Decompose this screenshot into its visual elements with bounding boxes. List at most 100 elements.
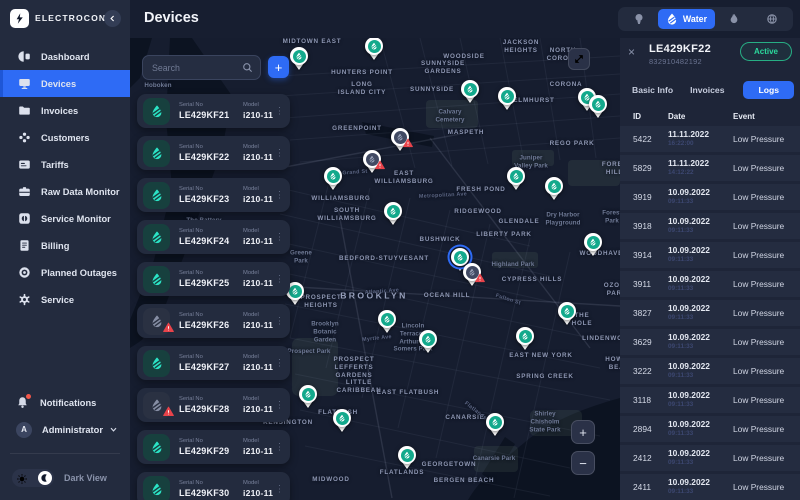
map-pin[interactable] (384, 202, 402, 227)
tab[interactable]: Basic Info (632, 85, 674, 95)
map-pin[interactable] (378, 310, 396, 335)
utility-option[interactable] (753, 9, 791, 29)
log-row[interactable]: 3222 10.09.2022 09:11:33 Low Pressure (620, 358, 800, 384)
sidebar: ELECTROCON Dashboard Devices Invoices (0, 0, 130, 500)
map-pin[interactable] (463, 263, 481, 288)
kebab-menu-icon[interactable]: ⋮ (275, 231, 284, 242)
log-row[interactable]: 3918 10.09.2022 09:11:33 Low Pressure (620, 213, 800, 239)
dark-view-toggle[interactable] (12, 469, 54, 487)
kebab-menu-icon[interactable]: ⋮ (275, 399, 284, 410)
kebab-menu-icon[interactable]: ⋮ (275, 147, 284, 158)
device-card[interactable]: Serial No LE429KF28 Model i210-11 ⋮ (137, 388, 290, 422)
sidebar-item-label: Invoices (41, 105, 79, 116)
device-card[interactable]: Serial No LE429KF24 Model i210-11 ⋮ (137, 220, 290, 254)
sidebar-item[interactable]: Billing (0, 232, 130, 259)
device-card[interactable]: Serial No LE429KF26 Model i210-11 ⋮ (137, 304, 290, 338)
utility-icon (633, 13, 645, 25)
kebab-menu-icon[interactable]: ⋮ (275, 483, 284, 494)
log-id: 3629 (633, 337, 652, 347)
map-pin[interactable] (290, 47, 308, 72)
map-pin[interactable] (507, 167, 525, 192)
device-card[interactable]: Serial No LE429KF29 Model i210-11 ⋮ (137, 430, 290, 464)
log-row[interactable]: 2411 10.09.2022 09:11:33 Low Pressure (620, 474, 800, 500)
sidebar-item[interactable]: Invoices (0, 97, 130, 124)
search-input[interactable] (143, 56, 260, 79)
kebab-menu-icon[interactable]: ⋮ (275, 189, 284, 200)
map-pin[interactable] (589, 95, 607, 120)
water-drop-icon (301, 387, 315, 401)
serial-label: Serial No (179, 186, 203, 192)
sidebar-item[interactable]: Planned Outages (0, 259, 130, 286)
utility-option[interactable] (620, 9, 658, 29)
device-card[interactable]: Serial No LE429KF22 Model i210-11 ⋮ (137, 136, 290, 170)
device-card[interactable]: Serial No LE429KF21 Model i210-11 ⋮ (137, 94, 290, 128)
map-zoom-out-button[interactable]: − (571, 451, 595, 475)
log-row[interactable]: 3919 10.09.2022 09:11:33 Low Pressure (620, 184, 800, 210)
log-time: 09:11:33 (668, 227, 694, 235)
device-card[interactable]: Serial No LE429KF27 Model i210-11 ⋮ (137, 346, 290, 380)
device-card[interactable]: Serial No LE429KF23 Model i210-11 ⋮ (137, 178, 290, 212)
log-row[interactable]: 3827 10.09.2022 09:11:33 Low Pressure (620, 300, 800, 326)
water-drop-icon (421, 332, 435, 346)
log-row[interactable]: 5422 11.11.2022 16:22:00 Low Pressure (620, 126, 800, 152)
log-row[interactable]: 3118 10.09.2022 09:11:33 Low Pressure (620, 387, 800, 413)
map-pin[interactable] (584, 233, 602, 258)
log-time: 09:11:33 (668, 198, 694, 206)
map-pin[interactable] (299, 385, 317, 410)
map-pin[interactable] (333, 409, 351, 434)
notifications-button[interactable]: Notifications (0, 389, 130, 416)
log-row[interactable]: 5829 11.11.2022 14:12:22 Low Pressure (620, 155, 800, 181)
sidebar-item[interactable]: Customers (0, 124, 130, 151)
kebab-menu-icon[interactable]: ⋮ (275, 315, 284, 326)
sidebar-item-icon (18, 239, 31, 252)
log-row[interactable]: 2412 10.09.2022 09:11:33 Low Pressure (620, 445, 800, 471)
map-expand-button[interactable] (568, 48, 590, 70)
device-card[interactable]: Serial No LE429KF30 Model i210-11 ⋮ (137, 472, 290, 500)
map-pin[interactable] (461, 80, 479, 105)
log-row[interactable]: 3629 10.09.2022 09:11:33 Low Pressure (620, 329, 800, 355)
kebab-menu-icon[interactable]: ⋮ (275, 441, 284, 452)
sidebar-item[interactable]: Raw Data Monitor (0, 178, 130, 205)
map-canvas[interactable]: MIDTOWN EAST WOODSIDE JACKSON HEIGHTS NO… (130, 38, 620, 500)
warning-icon (375, 157, 385, 175)
model-label: Model (243, 186, 259, 192)
sidebar-item[interactable]: Dashboard (0, 43, 130, 70)
sidebar-item[interactable]: Service Monitor (0, 205, 130, 232)
log-event: Low Pressure (733, 424, 785, 434)
sidebar-item-icon (18, 77, 31, 90)
map-pin[interactable] (391, 128, 409, 153)
map-pin[interactable] (286, 282, 304, 307)
close-icon[interactable]: × (628, 45, 636, 59)
sidebar-item[interactable]: Devices (0, 70, 130, 97)
tab[interactable]: Logs (743, 81, 794, 99)
user-menu[interactable]: A Administrator (0, 416, 130, 443)
device-cards: Serial No LE429KF21 Model i210-11 ⋮ Seri… (137, 94, 290, 500)
utility-option[interactable] (715, 9, 753, 29)
tab[interactable]: Invoices (690, 85, 725, 95)
map-pin[interactable] (558, 302, 576, 327)
sidebar-item[interactable]: Tariffs (0, 151, 130, 178)
log-row[interactable]: 3914 10.09.2022 09:11:33 Low Pressure (620, 242, 800, 268)
kebab-menu-icon[interactable]: ⋮ (275, 273, 284, 284)
map-pin[interactable] (398, 446, 416, 471)
device-card[interactable]: Serial No LE429KF25 Model i210-11 ⋮ (137, 262, 290, 296)
map-pin[interactable] (545, 177, 563, 202)
add-device-button[interactable]: + (268, 56, 289, 78)
map-pin[interactable] (419, 330, 437, 355)
device-model: i210-11 (243, 320, 274, 330)
utility-option[interactable]: Water (657, 9, 715, 29)
map-pin[interactable] (363, 150, 381, 175)
sidebar-collapse-button[interactable] (104, 10, 121, 27)
log-row[interactable]: 3911 10.09.2022 09:11:33 Low Pressure (620, 271, 800, 297)
map-pin[interactable] (516, 327, 534, 352)
map-pin[interactable] (324, 167, 342, 192)
log-row[interactable]: 2894 10.09.2022 09:11:33 Low Pressure (620, 416, 800, 442)
map-pin[interactable] (498, 87, 516, 112)
map-zoom-in-button[interactable]: + (571, 420, 595, 444)
sidebar-item[interactable]: Service (0, 286, 130, 313)
map-pin[interactable] (486, 413, 504, 438)
kebab-menu-icon[interactable]: ⋮ (275, 105, 284, 116)
kebab-menu-icon[interactable]: ⋮ (275, 357, 284, 368)
map-pin[interactable] (451, 248, 469, 273)
map-pin[interactable] (365, 38, 383, 62)
